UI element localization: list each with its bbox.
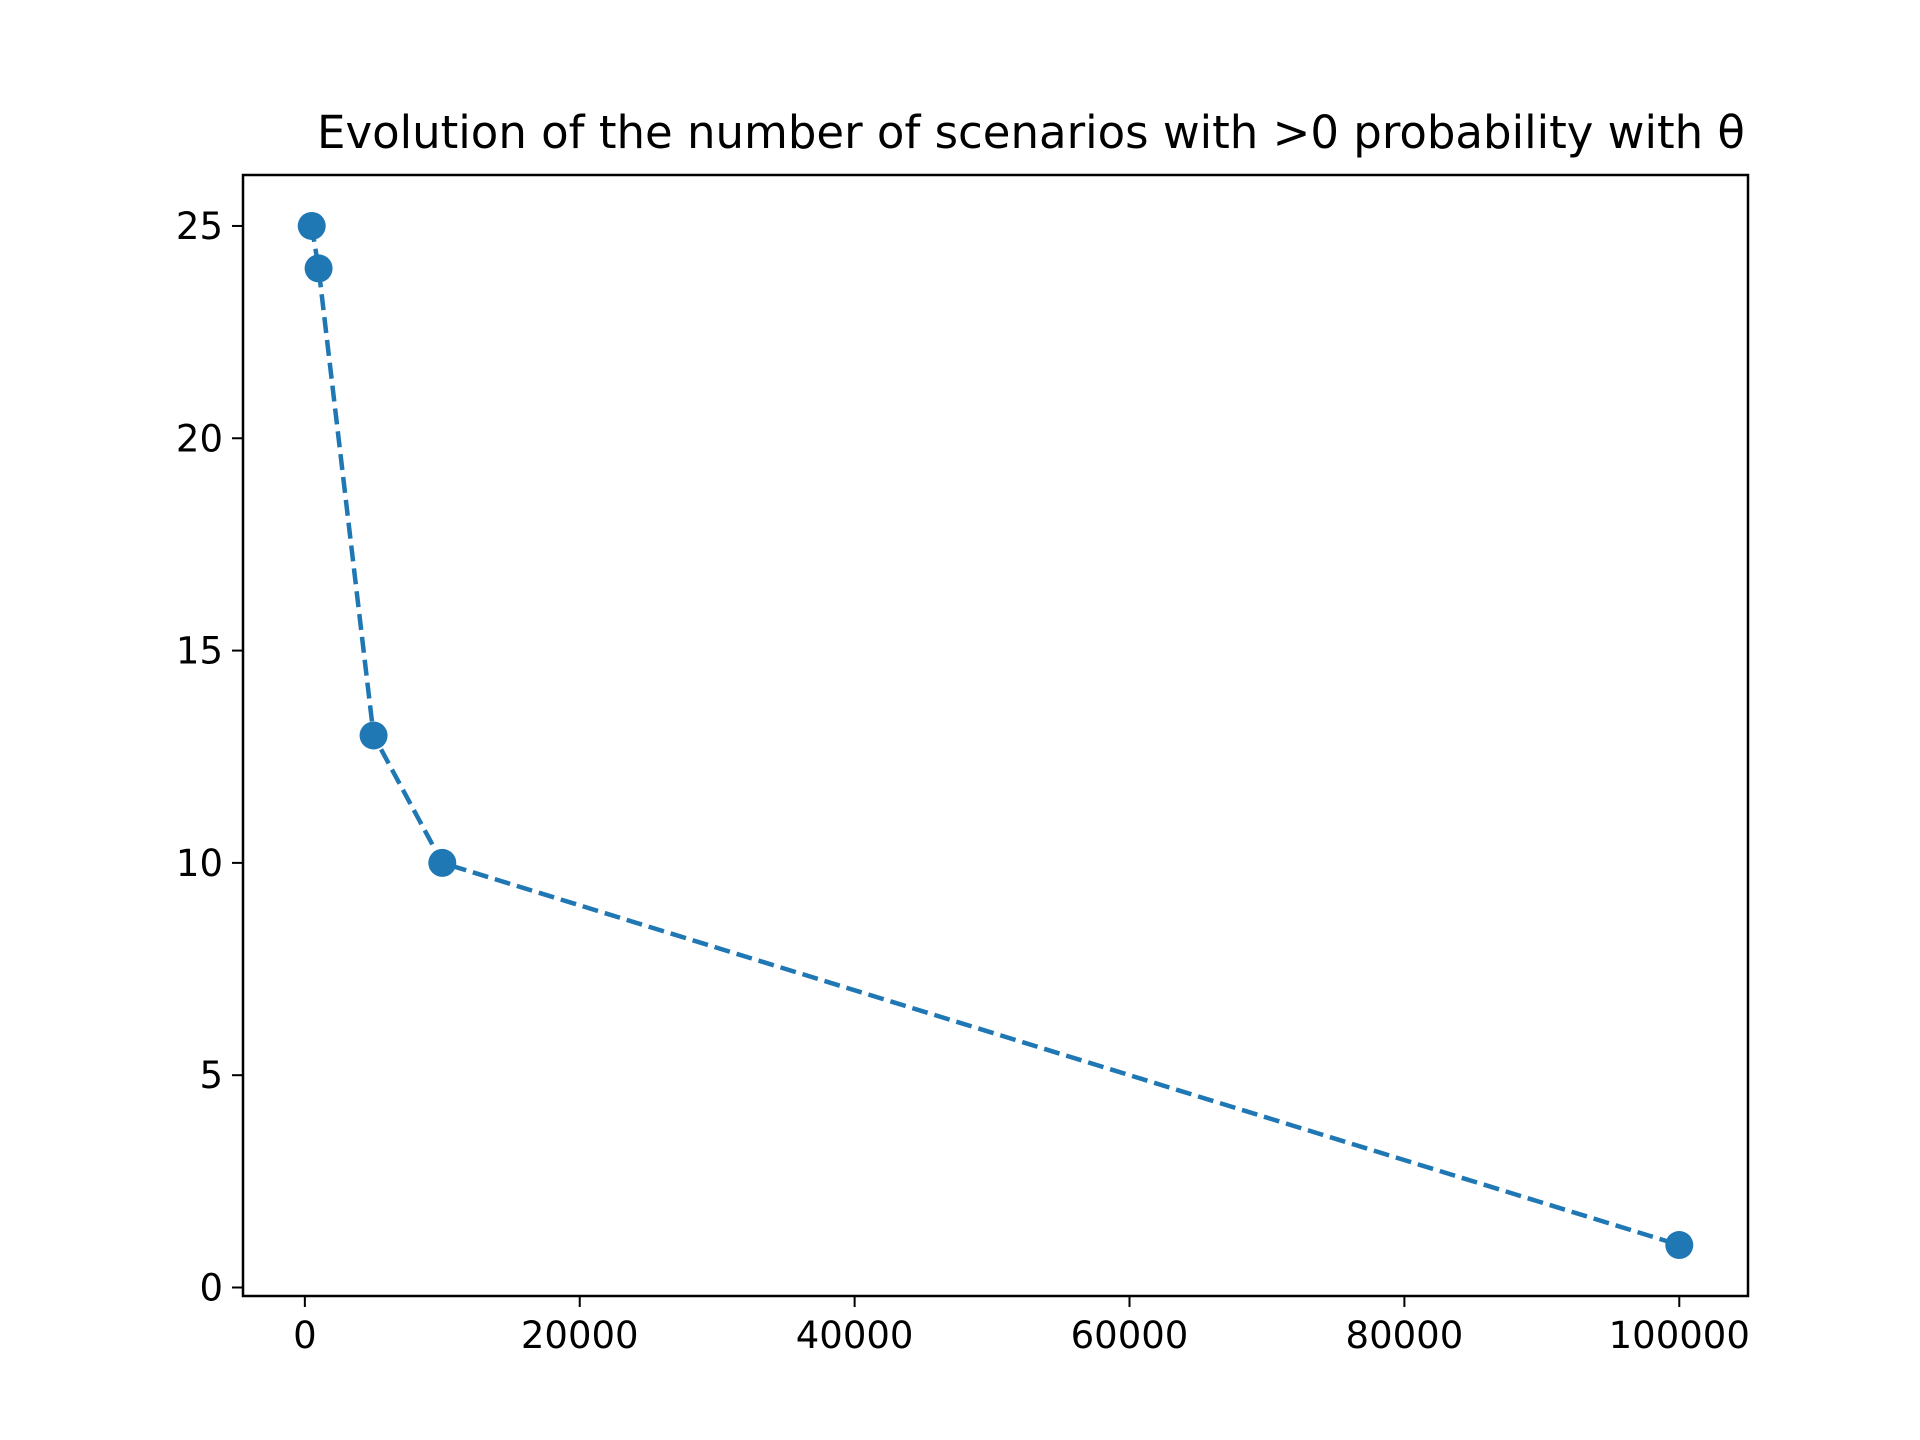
y-tick-label: 20 — [176, 417, 223, 460]
series-line — [309, 225, 1680, 1248]
y-tick-label: 15 — [176, 630, 223, 673]
plot-area-frame — [241, 173, 1750, 1298]
x-tick-label: 0 — [293, 1314, 317, 1357]
data-point — [428, 848, 457, 877]
data-point — [304, 254, 333, 283]
data-point — [1665, 1231, 1694, 1260]
y-tick-label: 10 — [176, 842, 223, 885]
data-point — [297, 211, 326, 240]
x-axis-ticks: 0 20000 40000 60000 80000 100000 — [293, 1296, 1750, 1357]
x-tick-label: 100000 — [1609, 1314, 1750, 1357]
y-tick-label: 5 — [199, 1054, 223, 1097]
x-tick-label: 40000 — [796, 1314, 914, 1357]
x-tick-label: 20000 — [521, 1314, 639, 1357]
y-tick-label: 0 — [199, 1267, 223, 1310]
series-layer — [297, 211, 1694, 1260]
x-tick-label: 80000 — [1346, 1314, 1464, 1357]
x-tick-label: 60000 — [1071, 1314, 1189, 1357]
y-axis-ticks: 0 5 10 15 20 25 — [176, 205, 243, 1310]
data-point — [359, 721, 388, 750]
y-tick-label: 25 — [176, 205, 223, 248]
chart-title: Evolution of the number of scenarios wit… — [317, 106, 1745, 159]
